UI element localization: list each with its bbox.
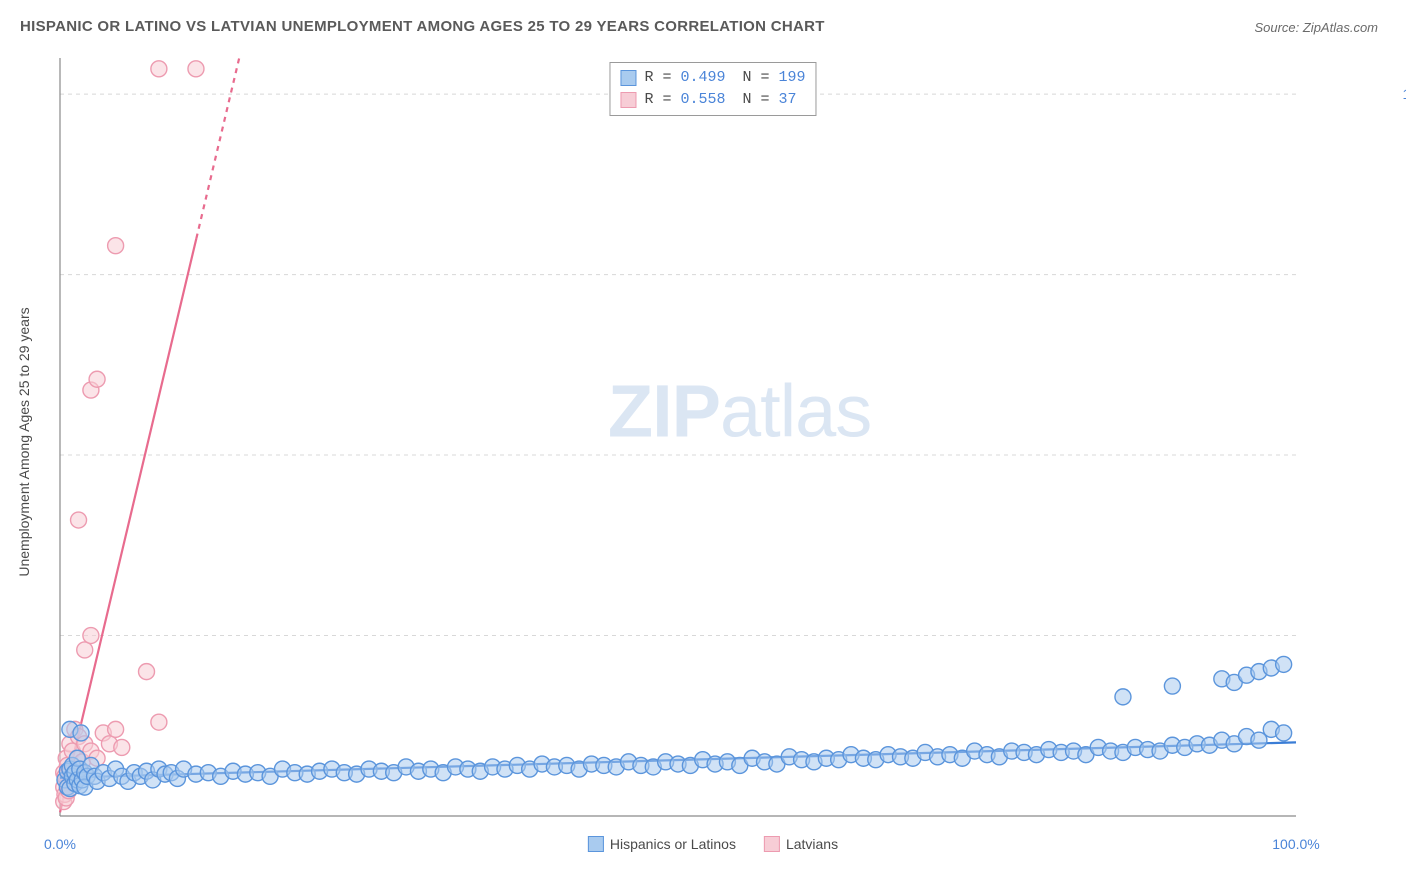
- legend-item: Latvians: [764, 836, 838, 852]
- legend-series-label: Hispanics or Latinos: [610, 836, 736, 852]
- legend-stat-n: N = 37: [734, 89, 797, 111]
- y-tick-label: 100.0%: [1403, 86, 1406, 102]
- chart-container: Unemployment Among Ages 25 to 29 years Z…: [48, 58, 1378, 826]
- legend-stat-r: R = 0.499: [644, 67, 725, 89]
- series-legend: Hispanics or Latinos Latvians: [588, 836, 838, 852]
- legend-swatch: [620, 70, 636, 86]
- chart-title: HISPANIC OR LATINO VS LATVIAN UNEMPLOYME…: [20, 18, 825, 35]
- legend-row: R = 0.499 N = 199: [620, 67, 805, 89]
- source-attribution: Source: ZipAtlas.com: [1254, 20, 1378, 35]
- legend-item: Hispanics or Latinos: [588, 836, 736, 852]
- x-tick-label: 100.0%: [1272, 836, 1319, 852]
- legend-stat-n: N = 199: [734, 67, 806, 89]
- y-axis-label: Unemployment Among Ages 25 to 29 years: [16, 307, 32, 576]
- legend-row: R = 0.558 N = 37: [620, 89, 805, 111]
- legend-series-label: Latvians: [786, 836, 838, 852]
- legend-stat-r: R = 0.558: [644, 89, 725, 111]
- correlation-legend: R = 0.499 N = 199 R = 0.558 N = 37: [609, 62, 816, 116]
- legend-swatch: [764, 836, 780, 852]
- legend-swatch: [588, 836, 604, 852]
- legend-swatch: [620, 92, 636, 108]
- x-tick-label: 0.0%: [44, 836, 76, 852]
- scatter-plot: [48, 58, 1378, 826]
